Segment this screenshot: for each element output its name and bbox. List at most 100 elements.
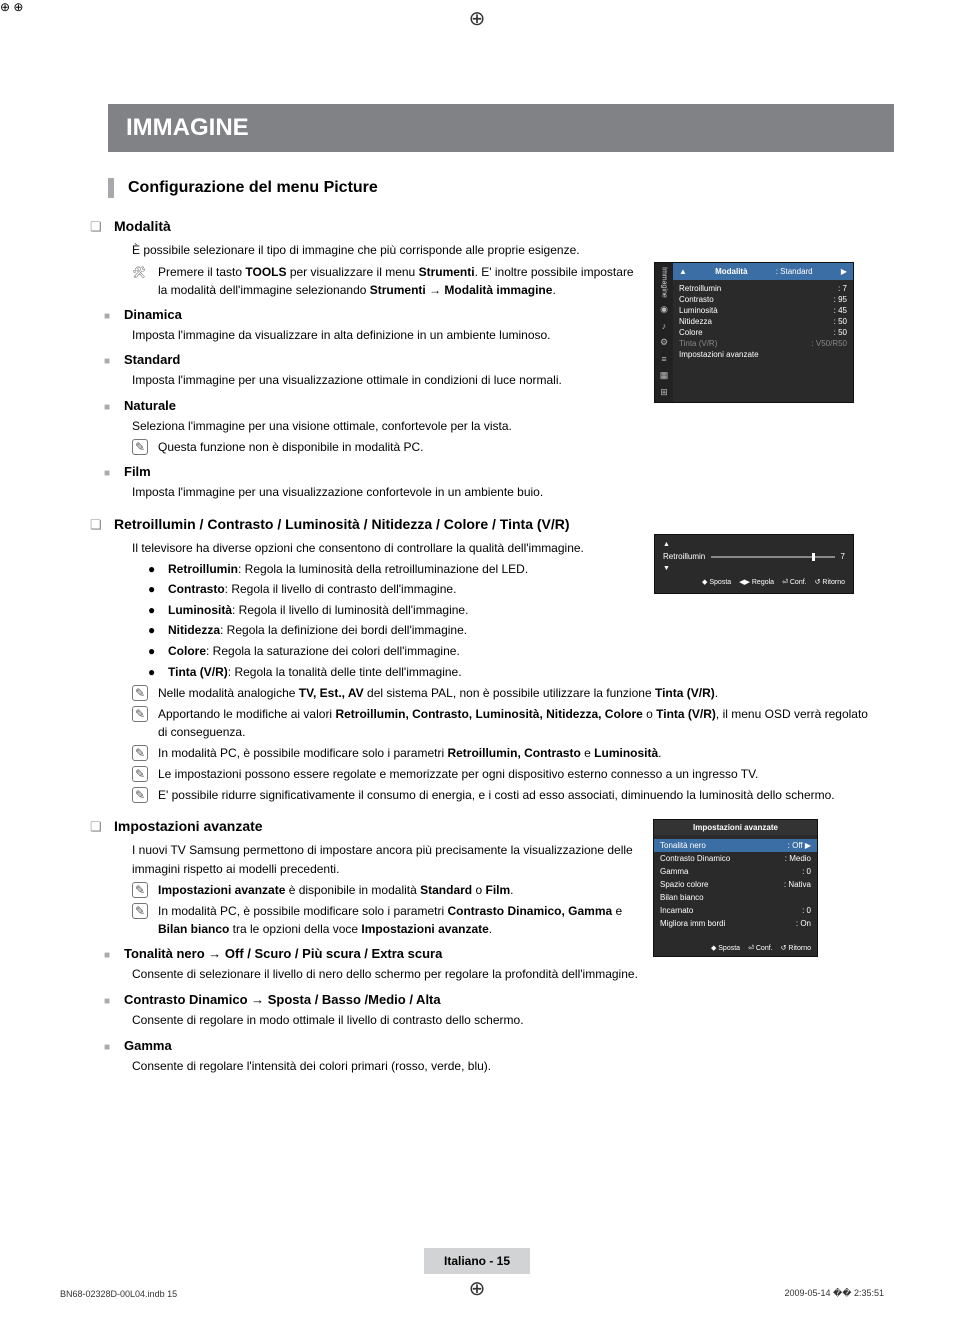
item-desc: Consente di regolare l'intensità dei col… bbox=[132, 1057, 872, 1076]
content: Imposta l'immagine da visualizzare in al… bbox=[132, 326, 642, 345]
content: Consente di regolare in modo ottimale il… bbox=[132, 1011, 872, 1030]
osd-row: Colore: 50 bbox=[679, 327, 847, 338]
content-block: I nuovi TV Samsung permettono di imposta… bbox=[132, 841, 642, 938]
bullet-dot: ● bbox=[148, 580, 156, 599]
content: Seleziona l'immagine per una visione ott… bbox=[132, 417, 642, 457]
footer-hint: ◆ Sposta bbox=[711, 944, 740, 952]
bullet-text: Retroillumin: Regola la luminosità della… bbox=[168, 560, 528, 579]
square-icon: ■ bbox=[104, 356, 114, 367]
note-text: Questa funzione non è disponibile in mod… bbox=[158, 438, 424, 456]
square-icon: ■ bbox=[104, 950, 114, 961]
item-desc: Imposta l'immagine per una visualizzazio… bbox=[132, 483, 642, 502]
tool-note: Premere il tasto TOOLS per visualizzare … bbox=[132, 263, 642, 299]
note-text: Impostazioni avanzate è disponibile in m… bbox=[158, 881, 514, 899]
item-desc: Imposta l'immagine da visualizzare in al… bbox=[132, 326, 642, 345]
item-title: Dinamica bbox=[124, 307, 182, 322]
slider-label: Retroillumin bbox=[663, 552, 705, 561]
sub-title: Impostazioni avanzate bbox=[114, 818, 263, 834]
content: Consente di selezionare il livello di ne… bbox=[132, 965, 872, 984]
bullet: ● Colore: Regola la saturazione dei color… bbox=[148, 642, 872, 661]
item-title: Standard bbox=[124, 352, 180, 367]
note-text: In modalità PC, è possibile modificare s… bbox=[158, 744, 662, 762]
osd-row: Incarnato: 0 bbox=[660, 904, 811, 917]
pencil-icon bbox=[132, 765, 148, 783]
osd-row: Spazio colore: Nativa bbox=[660, 878, 811, 891]
osd-list: Retroillumin: 7Contrasto: 95Luminosità: … bbox=[673, 280, 853, 363]
heading: Configurazione del menu Picture bbox=[108, 178, 894, 198]
bullet-dot: ● bbox=[148, 663, 156, 682]
square-icon: ■ bbox=[104, 996, 114, 1007]
bookmark-icon: ❏ bbox=[90, 517, 104, 533]
page: IMMAGINE Configurazione del menu Picture… bbox=[0, 14, 954, 1329]
bullet-text: Tinta (V/R): Regola la tonalità delle ti… bbox=[168, 663, 462, 682]
bullet-dot: ● bbox=[148, 601, 156, 620]
item-desc: Imposta l'immagine per una visualizzazio… bbox=[132, 371, 642, 390]
square-icon: ■ bbox=[104, 311, 114, 322]
subsection-modalita: ❏ Modalità bbox=[90, 218, 894, 235]
osd-screenshot-avanzate: Impostazioni avanzate Tonalità nero: Off… bbox=[653, 819, 818, 957]
page-footer: Italiano - 15 bbox=[424, 1248, 530, 1274]
osd-row: Migliora imm bordi: On bbox=[660, 917, 811, 930]
square-icon: ■ bbox=[104, 1042, 114, 1053]
slider-value: 7 bbox=[841, 552, 845, 561]
crop-left: ⊕ bbox=[0, 0, 10, 14]
footer-hint: ⏎ Conf. bbox=[748, 944, 773, 952]
bookmark-icon: ❏ bbox=[90, 219, 104, 235]
intro-text: I nuovi TV Samsung permettono di imposta… bbox=[132, 841, 642, 878]
bullet-dot: ● bbox=[148, 642, 156, 661]
item: ■Gamma bbox=[104, 1038, 894, 1053]
pencil-icon bbox=[132, 438, 148, 456]
bullet-dot: ● bbox=[148, 560, 156, 579]
note-text: E' possibile ridurre significativamente … bbox=[158, 786, 835, 804]
osd-row: Nitidezza: 50 bbox=[679, 316, 847, 327]
sub-title: Modalità bbox=[114, 218, 171, 234]
tv-icon: Immagine bbox=[661, 267, 668, 298]
pencil-icon bbox=[132, 881, 148, 899]
pencil-icon bbox=[132, 744, 148, 762]
osd-header: ▲ Modalità : Standard ▶ bbox=[673, 263, 853, 280]
bullet-dot: ● bbox=[148, 621, 156, 640]
pencil-icon bbox=[132, 902, 148, 938]
bullet-text: Contrasto: Regola il livello di contrast… bbox=[168, 580, 456, 599]
square-icon: ■ bbox=[104, 402, 114, 413]
bullet-text: Colore: Regola la saturazione dei colori… bbox=[168, 642, 460, 661]
item-desc: Consente di regolare in modo ottimale il… bbox=[132, 1011, 872, 1030]
item: ■ Contrasto Dinamico → Sposta / Basso /Me… bbox=[104, 992, 894, 1007]
footer-hint: ↺ Ritorno bbox=[815, 578, 845, 586]
reg-mark-bottom: ⊕ bbox=[469, 1276, 486, 1301]
osd-row: Tinta (V/R): V50/R50 bbox=[679, 338, 847, 349]
item-desc: Seleziona l'immagine per una visione ott… bbox=[132, 417, 642, 436]
note-text: In modalità PC, è possibile modificare s… bbox=[158, 902, 642, 938]
item-title: Contrasto Dinamico → Sposta / Basso /Med… bbox=[124, 992, 441, 1007]
footer-hint: ◆ Sposta bbox=[702, 578, 731, 586]
note-text: Apportando le modifiche ai valori Retroi… bbox=[158, 705, 872, 741]
content-block: È possibile selezionare il tipo di immag… bbox=[132, 241, 642, 299]
content: Imposta l'immagine per una visualizzazio… bbox=[132, 371, 642, 390]
osd-footer: ◆ Sposta⏎ Conf.↺ Ritorno bbox=[654, 940, 817, 956]
osd-row: Contrasto Dinamico: Medio bbox=[660, 852, 811, 865]
bullet-text: Nitidezza: Regola la definizione dei bor… bbox=[168, 621, 467, 640]
osd-sidebar: Immagine ◉♪⚙≡▦⊞ bbox=[655, 263, 673, 402]
bullet: ● Nitidezza: Regola la definizione dei bo… bbox=[148, 621, 872, 640]
osd-row: Bilan bianco bbox=[660, 891, 811, 904]
bullet-text: Luminosità: Regola il livello di luminos… bbox=[168, 601, 468, 620]
square-icon: ■ bbox=[104, 468, 114, 479]
item-title: Naturale bbox=[124, 398, 176, 413]
item-desc: Consente di selezionare il livello di ne… bbox=[132, 965, 872, 984]
pencil-icon bbox=[132, 705, 148, 741]
tool-icon bbox=[132, 263, 148, 299]
osd-row: Tonalità nero: Off ▶ bbox=[654, 839, 817, 852]
crop-right: ⊕ bbox=[13, 0, 23, 14]
item-title: Tonalità nero → Off / Scuro / Più scura … bbox=[124, 946, 442, 961]
bullet: ● Luminosità: Regola il livello di lumino… bbox=[148, 601, 872, 620]
heading-text: Configurazione del menu Picture bbox=[128, 179, 378, 197]
osd-screenshot-slider: ▲ Retroillumin 7 ▼ ◆ Sposta◀▶ Regola⏎ Co… bbox=[654, 534, 854, 594]
subsection-retro: ❏ Retroillumin / Contrasto / Luminosità … bbox=[90, 516, 894, 533]
note-text: Nelle modalità analogiche TV, Est., AV d… bbox=[158, 684, 718, 702]
doc-meta-left: BN68-02328D-00L04.indb 15 bbox=[60, 1289, 177, 1299]
footer-hint: ⏎ Conf. bbox=[782, 578, 807, 586]
osd-footer: ◆ Sposta◀▶ Regola⏎ Conf.↺ Ritorno bbox=[663, 578, 845, 586]
sub-title: Retroillumin / Contrasto / Luminosità / … bbox=[114, 516, 570, 532]
main-title: IMMAGINE bbox=[108, 104, 894, 152]
osd-list: Tonalità nero: Off ▶Contrasto Dinamico: … bbox=[654, 835, 817, 934]
